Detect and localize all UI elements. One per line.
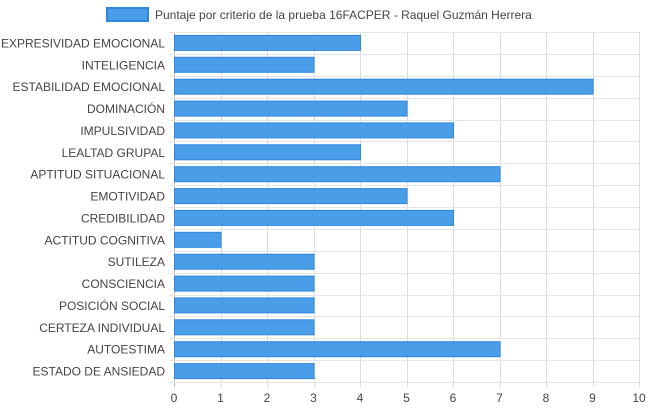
bar (174, 56, 315, 73)
category-label: EXPRESIVIDAD EMOCIONAL (1, 36, 165, 50)
x-tick-label: 4 (357, 391, 364, 405)
x-tick-label: 1 (217, 391, 224, 405)
bar (174, 297, 315, 314)
x-tick-label: 2 (264, 391, 271, 405)
category-label: ESTABILIDAD EMOCIONAL (13, 80, 166, 94)
bar (174, 78, 594, 95)
bar (174, 363, 315, 380)
bar (174, 231, 222, 248)
category-label: AUTOESTIMA (87, 343, 165, 357)
bar (174, 188, 408, 205)
category-label: INTELIGENCIA (82, 58, 165, 72)
category-label: ESTADO DE ANSIEDAD (33, 365, 166, 379)
bar (174, 319, 315, 336)
x-tick-label: 6 (450, 391, 457, 405)
x-tick-label: 7 (496, 391, 503, 405)
category-label: EMOTIVIDAD (90, 190, 165, 204)
category-label: CREDIBILIDAD (81, 211, 165, 225)
category-label: DOMINACIÓN (87, 101, 165, 116)
bar (174, 166, 501, 183)
category-label: ACTITUD COGNITIVA (45, 233, 165, 247)
x-tick-label: 8 (543, 391, 550, 405)
category-label: POSICIÓN SOCIAL (59, 298, 165, 313)
legend-label: Puntaje por criterio de la prueba 16FACP… (155, 8, 532, 22)
x-tick-label: 9 (589, 391, 596, 405)
bar (174, 144, 361, 161)
bar (174, 341, 501, 358)
bar (174, 253, 315, 270)
x-tick-label: 0 (171, 391, 178, 405)
category-label: APTITUD SITUACIONAL (30, 168, 165, 182)
bar (174, 122, 454, 139)
bar (174, 209, 454, 226)
category-label: LEALTAD GRUPAL (62, 146, 166, 160)
x-tick-label: 5 (403, 391, 410, 405)
bar (174, 275, 315, 292)
bar (174, 34, 361, 51)
x-tick-label: 3 (310, 391, 317, 405)
category-label: CONSCIENCIA (82, 277, 165, 291)
category-label: SUTILEZA (108, 255, 165, 269)
category-label: IMPULSIVIDAD (80, 124, 165, 138)
category-label: CERTEZA INDIVIDUAL (39, 321, 165, 335)
legend-swatch (106, 7, 149, 22)
bar (174, 100, 408, 117)
x-tick-label: 10 (632, 391, 646, 405)
